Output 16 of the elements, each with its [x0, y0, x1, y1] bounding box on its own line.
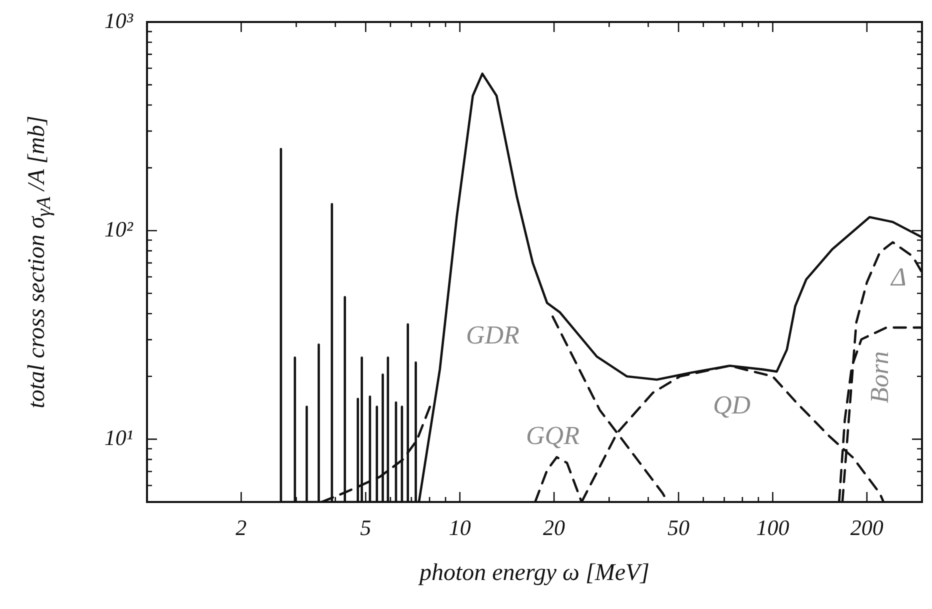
x-tick-label: 5 — [360, 514, 372, 540]
annotation: Δ — [890, 262, 906, 292]
series-label: GDR — [466, 320, 520, 350]
x-tick-label: 20 — [543, 514, 566, 540]
series-label: QD — [713, 390, 751, 420]
series-label: GQR — [526, 421, 580, 450]
x-tick-label: 50 — [668, 514, 690, 540]
y-tick-label: 10³ — [104, 8, 134, 33]
x-axis-title: photon energy ω [MeV] — [417, 560, 650, 587]
x-tick-label: 100 — [756, 514, 790, 540]
x-tick-label: 10 — [448, 514, 471, 540]
x-tick-label: 2 — [236, 514, 247, 540]
x-tick-label: 200 — [850, 514, 884, 540]
y-tick-label: 10² — [104, 216, 134, 242]
annotation: Born — [864, 351, 894, 404]
y-tick-label: 10¹ — [104, 424, 133, 450]
